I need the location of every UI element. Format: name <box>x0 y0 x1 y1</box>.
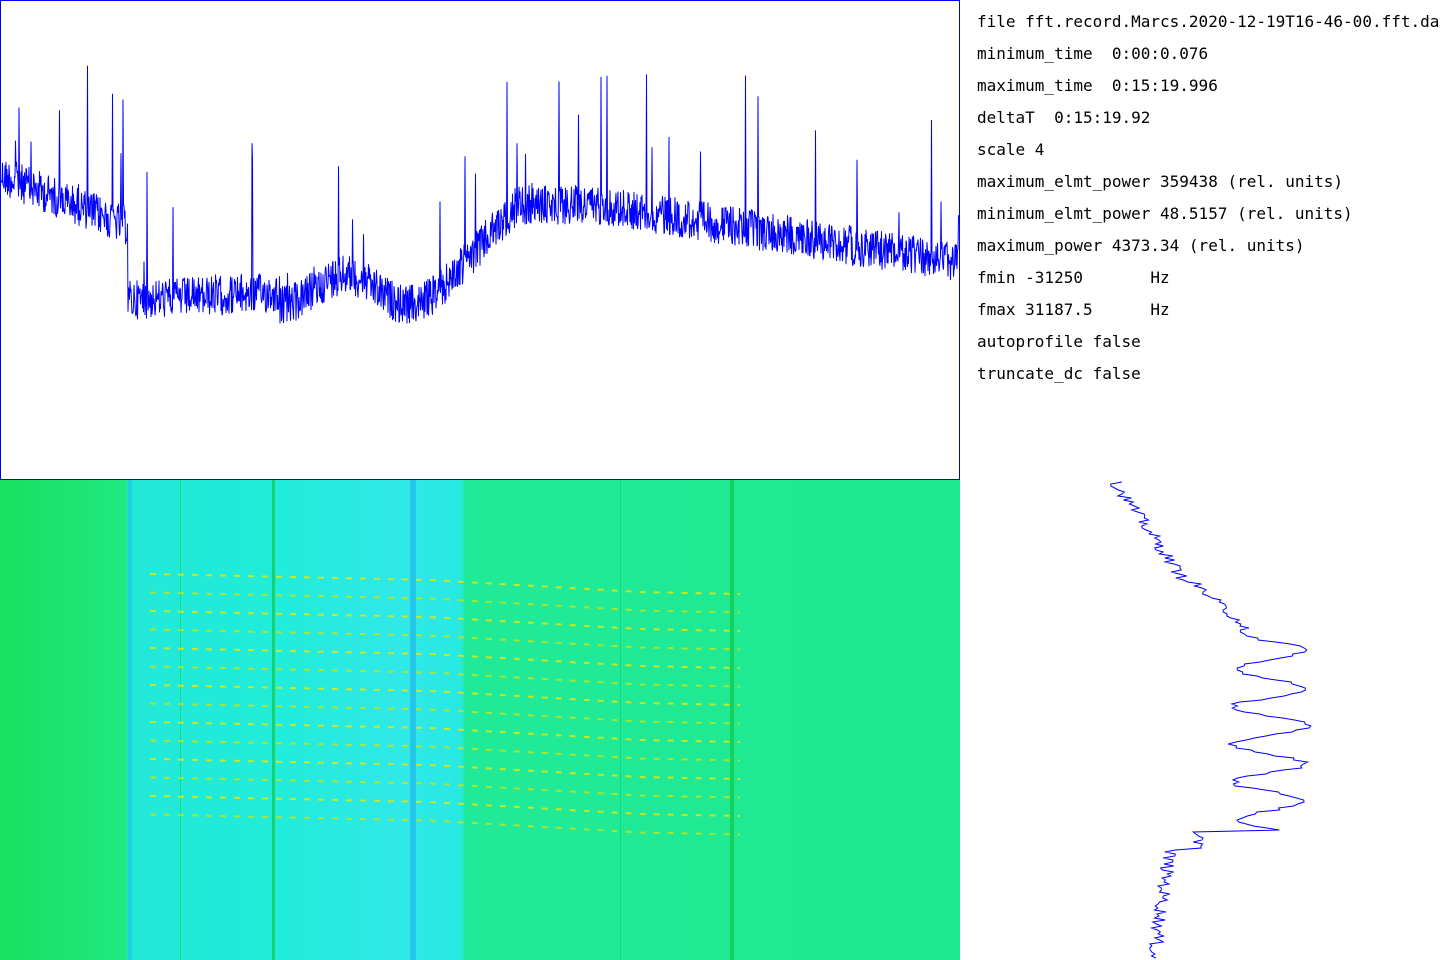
spectral-feature <box>149 758 741 780</box>
spectral-feature <box>149 795 741 817</box>
time-profile-line <box>0 65 959 324</box>
frequency-profile-line <box>1110 481 1312 959</box>
info-line: autoprofile false <box>977 332 1141 351</box>
spectral-feature <box>149 591 741 614</box>
info-line: fmax 31187.5 Hz <box>977 300 1170 319</box>
info-line: minimum_elmt_power 48.5157 (rel. units) <box>977 204 1353 223</box>
spectral-feature <box>272 480 275 960</box>
info-line: file fft.record.Marcs.2020-12-19T16-46-0… <box>977 12 1440 31</box>
spectral-feature <box>149 776 741 799</box>
spectral-feature <box>149 684 741 706</box>
info-line: deltaT 0:15:19.92 <box>977 108 1151 127</box>
spectrogram-features <box>128 480 741 960</box>
spectral-feature <box>149 813 741 836</box>
spectral-feature <box>149 665 741 688</box>
spectral-feature <box>410 480 416 960</box>
info-line: maximum_power 4373.34 (rel. units) <box>977 236 1305 255</box>
info-line: scale 4 <box>977 140 1045 159</box>
info-line: maximum_time 0:15:19.996 <box>977 76 1218 95</box>
info-line: truncate_dc false <box>977 364 1141 383</box>
spectrogram <box>0 480 960 960</box>
info-line: maximum_elmt_power 359438 (rel. units) <box>977 172 1344 191</box>
spectral-feature <box>149 610 741 632</box>
spectral-feature <box>149 628 741 651</box>
info-line: fmin -31250 Hz <box>977 268 1170 287</box>
spectral-feature <box>149 721 741 743</box>
spectral-feature <box>730 480 734 960</box>
info-line: minimum_time 0:00:0.076 <box>977 44 1209 63</box>
spectral-feature <box>128 480 132 960</box>
spectral-feature <box>620 480 621 960</box>
spectral-feature <box>149 647 741 669</box>
spectral-feature <box>149 573 741 595</box>
spectral-feature <box>149 739 741 762</box>
info-panel: file fft.record.Marcs.2020-12-19T16-46-0… <box>977 0 1440 480</box>
spectral-feature <box>180 480 181 960</box>
spectral-feature <box>149 702 741 725</box>
